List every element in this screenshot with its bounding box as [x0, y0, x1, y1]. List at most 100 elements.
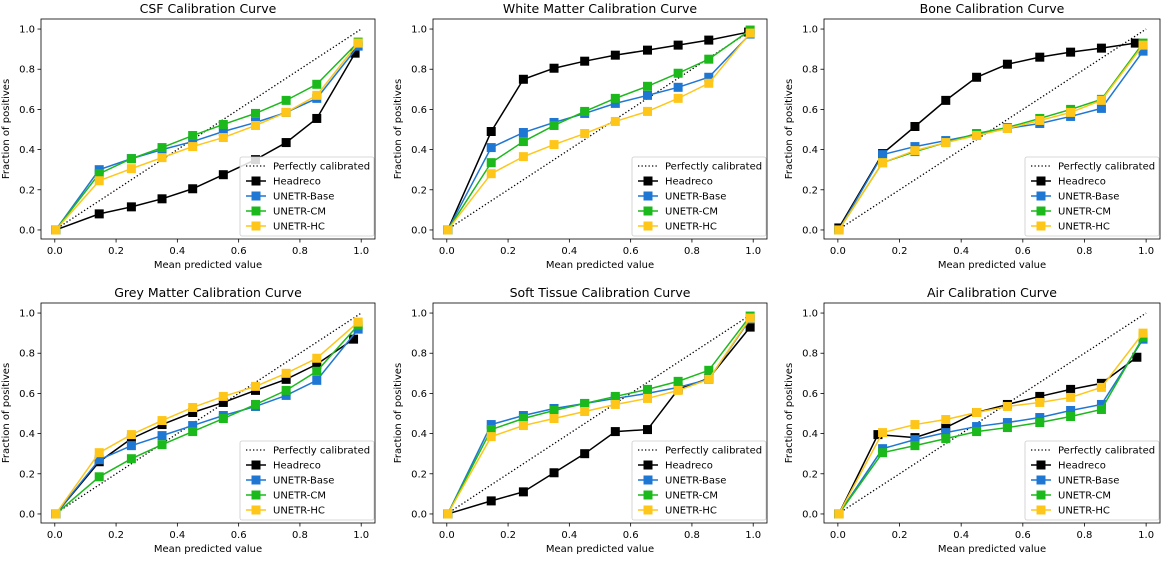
data-point-unetr-base [188, 421, 198, 431]
data-point-unetr-hc [281, 368, 291, 378]
data-point-unetr-hc [878, 158, 888, 168]
legend-label: Perfectly calibrated [1058, 446, 1155, 457]
data-point-unetr-hc [745, 313, 755, 323]
data-point-unetr-cm [673, 68, 683, 78]
series-line-headreco [838, 356, 1138, 515]
data-point-unetr-hc [51, 509, 61, 519]
data-point-unetr-hc [157, 153, 167, 163]
legend-label: UNETR-Base [665, 476, 726, 487]
plot-area [443, 311, 755, 519]
series-line-unetr-hc [447, 32, 751, 231]
x-tick-label: 0.2 [500, 246, 516, 257]
data-point-unetr-cm [1002, 423, 1012, 433]
data-point-unetr-base [1035, 413, 1045, 423]
data-point-unetr-hc [673, 93, 683, 103]
legend-label: UNETR-Base [1058, 476, 1119, 487]
data-point-unetr-hc [281, 107, 291, 117]
data-point-headreco [1066, 47, 1076, 57]
legend-label: UNETR-Base [665, 192, 726, 203]
data-point-unetr-cm [518, 137, 528, 147]
data-point-unetr-cm [673, 376, 683, 386]
legend-swatch-marker [1036, 191, 1046, 201]
data-point-unetr-base [1066, 405, 1076, 415]
legend-swatch-marker [251, 505, 261, 515]
y-tick-label: 1.0 [19, 309, 35, 320]
y-tick-label: 0.6 [802, 105, 818, 116]
legend-label: Perfectly calibrated [273, 162, 370, 173]
y-tick-label: 0.6 [19, 389, 35, 400]
legend-swatch-marker [251, 206, 261, 216]
y-tick-label: 1.0 [411, 309, 427, 320]
data-point-unetr-hc [51, 225, 61, 235]
data-point-headreco [312, 359, 322, 369]
data-point-headreco [941, 95, 951, 105]
data-point-unetr-base [1002, 418, 1012, 428]
data-point-headreco [910, 121, 920, 131]
data-point-headreco [1035, 52, 1045, 62]
data-point-unetr-hc [1138, 40, 1148, 50]
legend-label: UNETR-HC [665, 222, 717, 233]
y-tick-label: 0.0 [19, 225, 35, 236]
data-point-unetr-cm [312, 366, 322, 376]
data-point-unetr-base [1138, 46, 1148, 56]
data-point-unetr-cm [486, 425, 496, 435]
data-point-unetr-hc [878, 428, 888, 438]
legend-label: UNETR-CM [273, 491, 326, 502]
y-tick-label: 0.0 [411, 225, 427, 236]
data-point-unetr-hc [1035, 397, 1045, 407]
chart-title: Bone Calibration Curve [920, 1, 1065, 16]
legend-label: UNETR-Base [273, 192, 334, 203]
axes-frame [823, 302, 1161, 524]
legend-swatch-marker [1036, 221, 1046, 231]
data-point-headreco [218, 170, 228, 180]
data-point-unetr-cm [281, 95, 291, 105]
x-tick-label: 0.6 [1015, 246, 1031, 257]
y-tick-label: 0.8 [411, 349, 427, 360]
x-tick-label: 0.8 [684, 246, 700, 257]
data-point-headreco [549, 63, 559, 73]
data-point-unetr-hc [580, 129, 590, 139]
series-line-unetr-cm [838, 336, 1144, 515]
axes-frame [40, 302, 376, 524]
legend: Perfectly calibrated Headreco UNETR-Base UN… [1024, 440, 1160, 521]
y-tick-label: 0.8 [802, 349, 818, 360]
data-point-unetr-cm [188, 131, 198, 141]
y-tick-label: 0.4 [19, 429, 35, 440]
y-tick-label: 0.6 [411, 105, 427, 116]
x-tick-label: 0.4 [169, 530, 185, 541]
data-point-unetr-cm [580, 398, 590, 408]
data-point-headreco [1132, 352, 1142, 362]
plot-area [51, 312, 363, 519]
data-point-headreco [941, 423, 951, 433]
x-tick-label: 0.0 [830, 246, 846, 257]
chart-title: CSF Calibration Curve [140, 1, 277, 16]
x-tick-label: 0.0 [47, 530, 63, 541]
legend-label: UNETR-Base [273, 476, 334, 487]
data-point-unetr-hc [312, 90, 322, 100]
data-point-unetr-hc [443, 225, 453, 235]
data-point-headreco [610, 50, 620, 60]
legend-label: UNETR-CM [665, 207, 718, 218]
y-tick-label: 0.8 [19, 65, 35, 76]
data-point-unetr-base [486, 143, 496, 153]
data-point-unetr-hc [580, 406, 590, 416]
legend: Perfectly calibrated Headreco UNETR-Base UN… [239, 156, 375, 237]
legend-label: Headreco [665, 461, 713, 472]
data-point-headreco [580, 449, 590, 459]
x-tick-label: 0.4 [561, 530, 577, 541]
data-point-unetr-hc [188, 142, 198, 152]
data-point-unetr-hc [218, 391, 228, 401]
data-point-unetr-cm [218, 414, 228, 424]
data-point-unetr-cm [94, 472, 104, 482]
x-tick-label: 0.2 [108, 246, 124, 257]
y-tick-label: 1.0 [411, 25, 427, 36]
legend-label: UNETR-CM [1058, 491, 1111, 502]
legend-label: UNETR-CM [273, 207, 326, 218]
data-point-unetr-hc [157, 416, 167, 426]
data-point-unetr-hc [486, 169, 496, 179]
y-tick-label: 0.4 [802, 145, 818, 156]
data-point-unetr-hc [704, 78, 714, 88]
data-point-unetr-cm [642, 384, 652, 394]
data-point-headreco [704, 35, 714, 45]
data-point-unetr-hc [941, 138, 951, 148]
